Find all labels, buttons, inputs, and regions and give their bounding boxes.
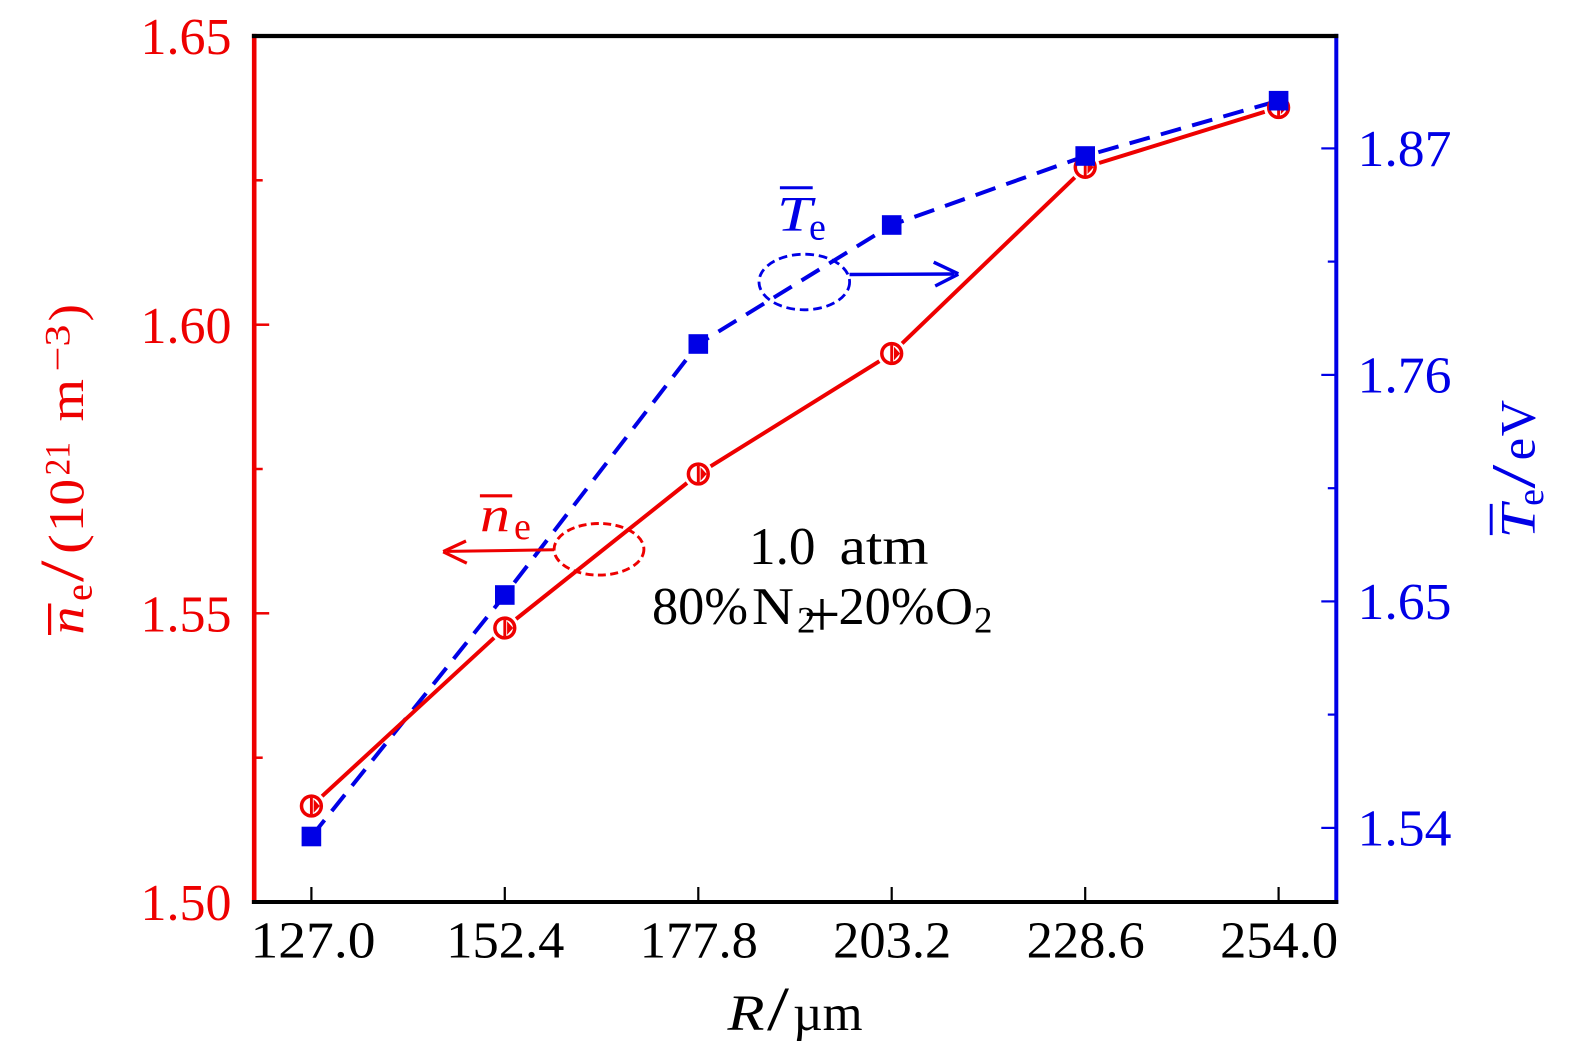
svg-text:T: T [777, 186, 816, 242]
svg-text:+: + [804, 578, 841, 651]
svg-text:127.0: 127.0 [251, 913, 376, 970]
svg-text:1.0: 1.0 [749, 518, 816, 576]
svg-text:254.0: 254.0 [1220, 913, 1338, 970]
svg-text:2: 2 [974, 601, 993, 642]
svg-text:n: n [38, 607, 94, 635]
svg-text:1.76: 1.76 [1358, 348, 1452, 405]
svg-text:177.8: 177.8 [640, 913, 758, 970]
svg-text:/: / [1481, 464, 1549, 489]
svg-text:/: / [767, 976, 790, 1044]
svg-text:e: e [1490, 438, 1546, 461]
svg-text:2: 2 [797, 601, 816, 642]
svg-text:m: m [38, 379, 94, 422]
svg-text:10: 10 [38, 479, 94, 532]
svg-text:e: e [1510, 489, 1552, 506]
svg-text:−3: −3 [37, 325, 77, 372]
svg-text:O: O [935, 578, 973, 636]
svg-text:V: V [1490, 400, 1546, 437]
svg-text:R: R [726, 986, 764, 1042]
svg-text:1.55: 1.55 [141, 587, 232, 644]
svg-text:atm: atm [840, 518, 929, 576]
svg-text:1.50: 1.50 [141, 875, 232, 932]
svg-text:228.6: 228.6 [1027, 913, 1145, 970]
svg-text:/: / [29, 560, 97, 582]
svg-text:N: N [752, 578, 794, 636]
svg-text:1.60: 1.60 [141, 298, 232, 355]
svg-text:(: ( [38, 534, 94, 554]
svg-text:1.65: 1.65 [1358, 574, 1452, 631]
svg-text:1.65: 1.65 [141, 9, 232, 66]
svg-text:203.2: 203.2 [833, 913, 951, 970]
svg-text:): ) [38, 304, 94, 322]
svg-text:80%: 80% [652, 578, 748, 636]
svg-text:e: e [514, 506, 531, 548]
svg-text:20%: 20% [839, 578, 935, 636]
svg-text:1.87: 1.87 [1358, 121, 1452, 178]
svg-text:21: 21 [37, 442, 77, 476]
svg-text:T: T [1490, 501, 1546, 539]
svg-text:e: e [59, 584, 101, 601]
svg-text:e: e [809, 207, 826, 249]
svg-text:1.54: 1.54 [1358, 801, 1452, 858]
svg-text:µm: µm [793, 986, 863, 1042]
svg-text:152.4: 152.4 [446, 913, 564, 970]
